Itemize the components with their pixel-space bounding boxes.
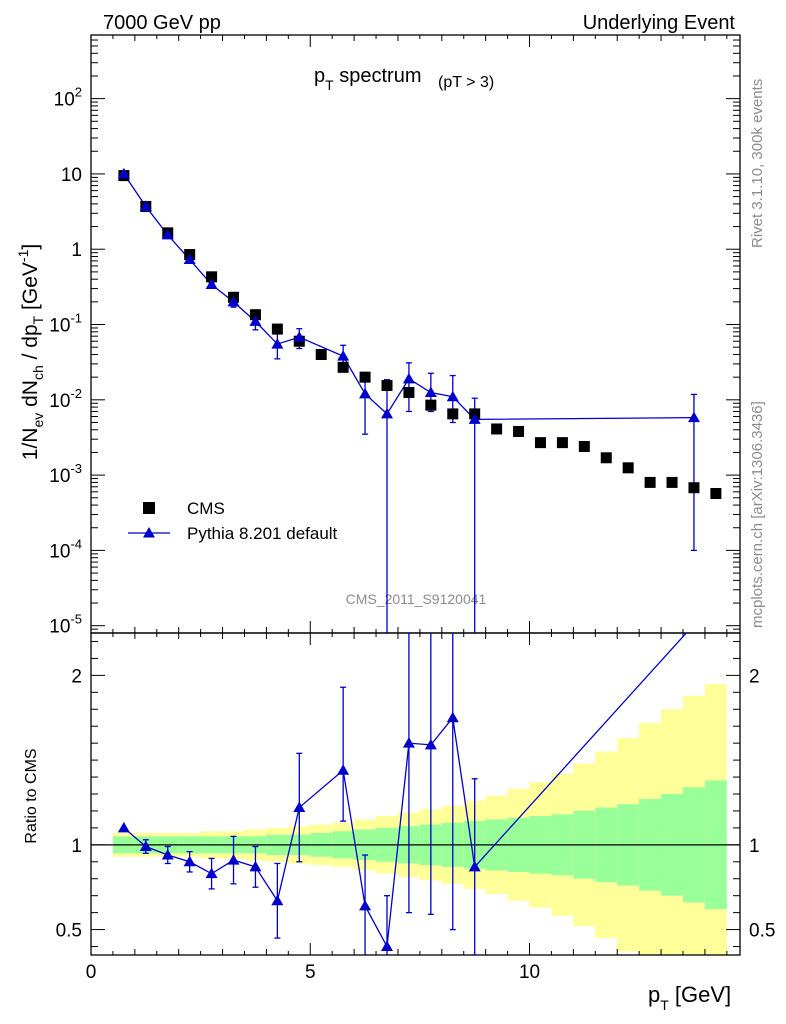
- mc-data-point: [293, 331, 306, 342]
- mc-data-point: [446, 390, 459, 402]
- y-tick-label: 10-2: [49, 386, 82, 412]
- mc-data-point: [468, 413, 481, 424]
- mc-data-point: [380, 407, 393, 419]
- svg-text:pT spectrum: pT spectrum: [314, 65, 422, 93]
- mc-ratio-point: [227, 854, 240, 865]
- mc-data-point: [227, 295, 240, 307]
- rivet-label: Rivet 3.1.10, 300k events: [749, 79, 766, 248]
- ratio-tick-label: 0.5: [56, 921, 82, 942]
- cms-data-point: [513, 425, 525, 437]
- legend-mc-label: Pythia 8.201 default: [187, 524, 338, 543]
- y-tick-label: 10-3: [49, 461, 82, 487]
- x-tick-label: 10: [519, 962, 540, 983]
- cms-data-point: [315, 348, 327, 360]
- legend: CMS Pythia 8.201 default: [128, 499, 338, 543]
- svg-text:1/Nev dNch / dpT [GeV-1]: 1/Nev dNch / dpT [GeV-1]: [15, 244, 46, 460]
- cms-data-point: [403, 387, 415, 399]
- mc-data-point: [424, 386, 437, 398]
- mcplots-label: mcplots.cern.ch [arXiv:1306.3436]: [749, 401, 766, 628]
- cms-data-point: [447, 408, 459, 420]
- mc-ratio-point: [161, 849, 174, 860]
- cms-data-point: [578, 440, 590, 452]
- mc-ratio-point: [468, 860, 481, 872]
- cms-data-point: [534, 437, 546, 449]
- cms-data-point: [688, 482, 700, 494]
- mc-data-point: [249, 315, 262, 326]
- mc-data-point: [139, 200, 152, 211]
- mc-data-point: [117, 167, 130, 179]
- mc-data-point: [687, 411, 700, 423]
- cms-data-point: [425, 399, 437, 411]
- cms-data-point: [622, 462, 634, 474]
- mc-data-point: [183, 253, 196, 265]
- cms-data-point: [337, 361, 349, 373]
- ratio-tick-label: 2: [749, 666, 760, 687]
- mc-data-point: [337, 350, 350, 361]
- mc-data-point: [271, 338, 284, 349]
- cms-data-point: [556, 437, 568, 449]
- x-axis-label: pT [GeV]: [648, 982, 731, 1013]
- cms-data-point: [600, 452, 612, 464]
- cms-data-point: [644, 476, 656, 488]
- mc-ratio-point: [446, 711, 459, 723]
- mc-ratio-point: [139, 840, 152, 852]
- plot-title: pT spectrum (pT > 3): [314, 65, 494, 93]
- mc-ratio-point: [183, 855, 196, 867]
- legend-mc-marker: [143, 527, 155, 538]
- mc-ratio-point: [359, 899, 372, 911]
- cms-data-point: [249, 309, 261, 321]
- legend-cms-marker: [143, 502, 155, 514]
- x-tick-label: 5: [305, 962, 316, 983]
- ratio-tick-label: 2: [71, 666, 82, 687]
- cms-data-point: [381, 379, 393, 391]
- ratio-tick-label: 0.5: [749, 921, 775, 942]
- mc-ratio-point: [271, 894, 284, 906]
- cms-data-point: [710, 487, 722, 499]
- y-tick-label: 10: [61, 165, 82, 186]
- ratio-tick-label: 1: [71, 836, 82, 857]
- mc-ratio-point: [117, 821, 130, 833]
- y-tick-label: 1: [71, 240, 82, 261]
- mc-ratio-point: [337, 764, 350, 775]
- mc-data-point: [402, 372, 415, 384]
- y-tick-label: 10-4: [49, 536, 82, 562]
- cms-data-point: [359, 371, 371, 383]
- mc-ratio-point: [402, 737, 415, 748]
- ratio-plot-area: [117, 633, 688, 955]
- mc-ratio-point: [249, 860, 262, 872]
- y-tick-label: 102: [54, 85, 82, 111]
- mc-ratio-point: [205, 867, 218, 879]
- mc-ratio-point: [293, 801, 306, 813]
- cut-label: (pT > 3): [438, 74, 494, 91]
- header-process: Underlying Event: [583, 12, 736, 34]
- cms-data-point: [206, 271, 218, 283]
- mc-data-point: [359, 387, 372, 399]
- analysis-id: CMS_2011_S9120041: [346, 591, 487, 607]
- y-tick-label: 10-5: [49, 612, 82, 638]
- main-frame: [90, 34, 741, 634]
- header-energy: 7000 GeV pp: [103, 12, 221, 34]
- main-plot-area: [117, 167, 722, 633]
- cms-data-point: [491, 423, 503, 435]
- main-y-axis-label: 1/Nev dNch / dpT [GeV-1]: [15, 244, 46, 460]
- mc-ratio-point: [380, 940, 393, 952]
- ratio-tick-label: 1: [749, 836, 760, 857]
- ratio-y-axis-label: Ratio to CMS: [23, 748, 40, 843]
- x-tick-label: 0: [86, 962, 97, 983]
- cms-data-point: [271, 323, 283, 335]
- cms-data-point: [666, 476, 678, 488]
- mc-data-point: [161, 228, 174, 240]
- legend-cms-label: CMS: [187, 499, 225, 518]
- mc-data-point: [205, 278, 218, 290]
- y-tick-label: 10-1: [49, 311, 82, 337]
- mc-ratio-point: [424, 738, 437, 750]
